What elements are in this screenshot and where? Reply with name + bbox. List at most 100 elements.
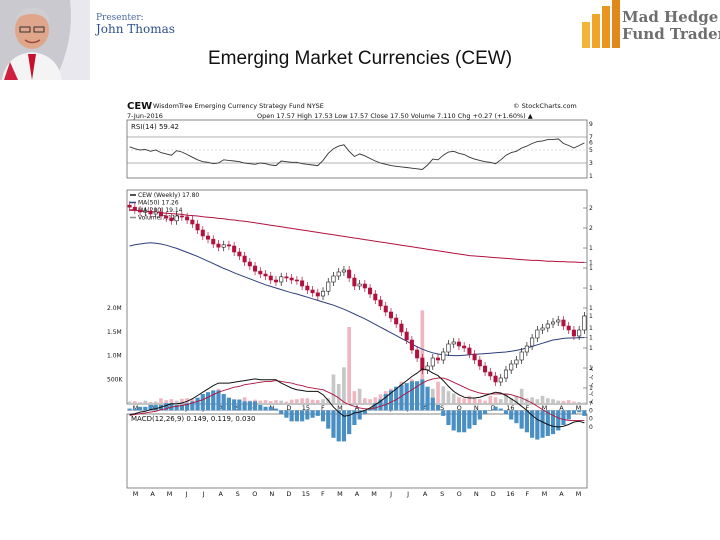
- volume-bar: [561, 401, 566, 403]
- ma50-line: [129, 242, 585, 357]
- volume-bar: [153, 401, 158, 403]
- x-axis-label-bottom: J: [202, 490, 205, 498]
- candle: [289, 277, 294, 281]
- volume-bar: [342, 367, 346, 403]
- macd-histogram-bar: [205, 392, 211, 411]
- candle: [519, 351, 524, 361]
- x-axis-label-bottom: J: [406, 490, 409, 498]
- x-axis-label-bottom: M: [371, 490, 377, 498]
- price-tick: 19.0: [589, 265, 593, 272]
- rsi-tick: 90: [589, 121, 593, 128]
- candle: [143, 210, 148, 213]
- volume-bar: [127, 401, 132, 403]
- x-axis-label: A: [150, 404, 155, 412]
- candle: [169, 217, 174, 222]
- volume-bar: [451, 393, 456, 403]
- macd-histogram-bar: [425, 386, 430, 411]
- candle: [535, 329, 540, 339]
- volume-bar: [310, 399, 315, 403]
- macd-histogram-bar: [498, 408, 503, 411]
- candle: [148, 210, 153, 215]
- volume-bar: [300, 398, 304, 403]
- date-label: 7-Jun-2016: [127, 112, 163, 120]
- x-axis-label: A: [218, 404, 223, 412]
- volume-bar: [321, 399, 325, 403]
- macd-histogram-bar: [451, 410, 456, 431]
- macd-histogram-bar: [232, 399, 237, 411]
- candle: [232, 245, 237, 253]
- candle: [310, 289, 315, 294]
- macd-histogram-bar: [200, 394, 205, 411]
- volume-bar: [545, 398, 550, 403]
- volume-bar: [457, 397, 461, 403]
- volume-bar: [169, 399, 174, 403]
- stock-chart: 90 7061.4250 30 10 20.5 20.0 19.5 19.1419.0 18.5…: [105, 96, 593, 498]
- volume-bar: [488, 395, 493, 403]
- x-axis-label: F: [321, 404, 325, 412]
- candle: [200, 229, 205, 237]
- price-tick: 16.5: [589, 365, 593, 372]
- x-axis-label-bottom: F: [321, 490, 325, 498]
- x-axis-label: S: [440, 404, 444, 412]
- macd-tick: 0.10: [589, 416, 593, 423]
- macd-histogram-bar: [556, 410, 561, 431]
- volume-bar: [274, 400, 278, 403]
- macd-histogram-bar: [566, 410, 571, 420]
- candle: [404, 331, 409, 341]
- candle: [138, 209, 143, 213]
- macd-histogram-bar: [347, 410, 352, 435]
- price-panel: [126, 189, 588, 405]
- macd-histogram-bar: [362, 410, 367, 415]
- macd-histogram-bar: [226, 397, 232, 411]
- macd-histogram-bar: [441, 410, 446, 416]
- volume-bar: [180, 398, 184, 403]
- candle: [320, 290, 326, 297]
- candle: [352, 277, 357, 287]
- macd-histogram-bar: [216, 390, 221, 411]
- macd-histogram-bar: [310, 410, 315, 418]
- candle: [582, 315, 587, 331]
- volume-bar: [430, 388, 435, 403]
- candle: [153, 211, 158, 215]
- x-axis-label: A: [559, 404, 564, 412]
- candle: [268, 275, 273, 281]
- candle: [383, 305, 388, 313]
- presenter-photo: [0, 0, 90, 80]
- volume-bar: [258, 400, 263, 403]
- volume-bar: [572, 401, 576, 403]
- rsi-panel: [126, 119, 588, 179]
- candle: [284, 276, 289, 279]
- macd-histogram-bar: [404, 383, 409, 411]
- candle: [477, 359, 482, 367]
- x-axis-label-bottom: J: [389, 490, 392, 498]
- macd-histogram-bar: [315, 410, 320, 416]
- volume-bar: [483, 400, 487, 403]
- x-axis-label-bottom: A: [559, 490, 564, 498]
- volume-bar: [315, 400, 320, 403]
- candle: [503, 369, 509, 379]
- candle: [420, 357, 425, 371]
- macd-histogram-bar: [514, 410, 519, 424]
- price-tick: 17.0: [589, 345, 593, 352]
- rsi-tick: 50: [589, 147, 593, 154]
- candle: [430, 357, 435, 367]
- volume-tick: 1.5M: [107, 329, 122, 336]
- price-tick: 17.26: [589, 335, 593, 342]
- fund-name: WisdomTree Emerging Currency Strategy Fu…: [153, 102, 324, 110]
- candle: [263, 273, 268, 277]
- x-axis-label-bottom: M: [542, 490, 548, 498]
- macd-histogram-bar: [153, 404, 158, 411]
- macd-histogram-bar: [524, 410, 529, 433]
- macd-histogram-bar: [284, 410, 289, 418]
- candle: [273, 279, 279, 283]
- volume-bar: [185, 398, 189, 403]
- volume-bar: [436, 381, 440, 403]
- macd-histogram-bar: [247, 401, 252, 411]
- volume-bar: [363, 398, 367, 403]
- macd-histogram-bar: [399, 384, 404, 411]
- candle: [388, 311, 394, 319]
- x-axis-label: D: [286, 404, 291, 412]
- candle: [294, 279, 299, 282]
- volume-bar: [138, 402, 142, 403]
- candle: [488, 371, 493, 377]
